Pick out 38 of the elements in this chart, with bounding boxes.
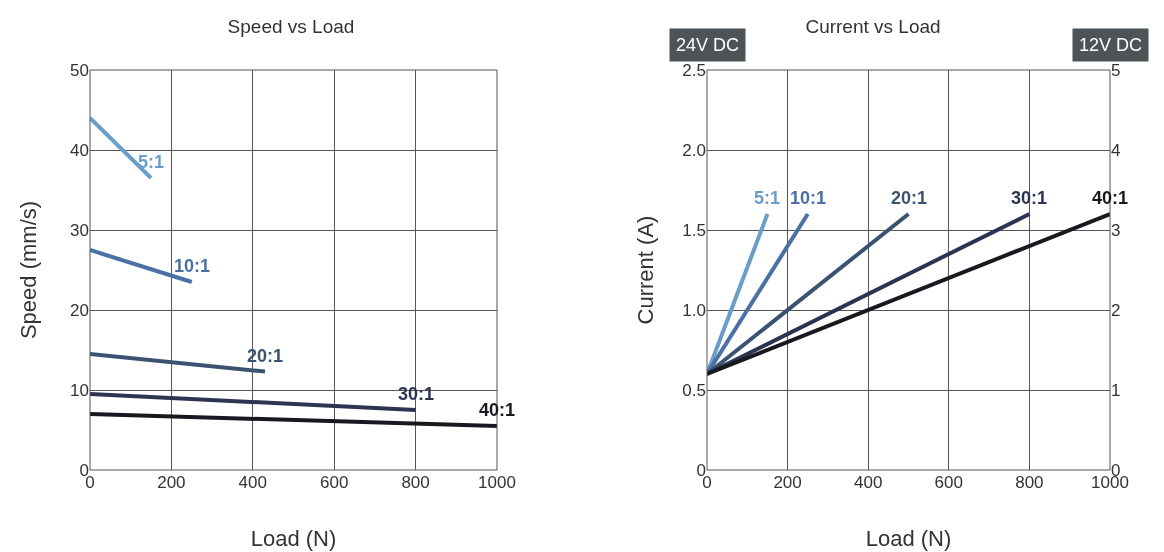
y-tick-label: 2.5 <box>682 60 706 80</box>
y-tick-label: 2.0 <box>682 140 706 160</box>
y-tick-label: 1.5 <box>682 220 706 240</box>
y2-tick-label: 4 <box>1111 140 1121 160</box>
y2-tick-label: 5 <box>1111 60 1121 80</box>
y2-tick-label: 2 <box>1111 300 1121 320</box>
x-tick-label: 600 <box>934 473 963 492</box>
x-axis-title: Load (N) <box>250 526 337 551</box>
y-tick-label: 1.0 <box>682 300 706 320</box>
text: 12V DC <box>1079 35 1143 55</box>
x-tick-label: 200 <box>157 473 186 492</box>
y-tick-label: 0.5 <box>682 380 706 400</box>
x-axis-title: Load (N) <box>865 526 952 551</box>
series-label: 10:1 <box>174 256 211 276</box>
series-label: 20:1 <box>891 188 928 208</box>
x-tick-label: 400 <box>238 473 267 492</box>
y-tick-label: 40 <box>70 140 89 160</box>
y-tick-label: 10 <box>70 380 89 400</box>
series-label: 40:1 <box>479 400 516 420</box>
y-tick-label: 30 <box>70 220 89 240</box>
y-axis-title: Speed (mm/s) <box>16 200 41 340</box>
series-label: 5:1 <box>754 188 781 208</box>
y2-tick-label: 3 <box>1111 220 1121 240</box>
y-tick-label: 20 <box>70 300 89 320</box>
x-tick-label: 600 <box>320 473 349 492</box>
y-axis-title: Current (A) <box>633 215 658 325</box>
y2-tick-label: 1 <box>1111 380 1121 400</box>
series-label: 40:1 <box>1092 188 1129 208</box>
y-tick-label: 50 <box>70 60 89 80</box>
x-tick-label: 800 <box>1015 473 1044 492</box>
text: 24V DC <box>676 35 740 55</box>
x-tick-label: 200 <box>773 473 802 492</box>
x-tick-label: 400 <box>854 473 883 492</box>
chart-title: Current vs Load <box>805 16 941 38</box>
series-label: 10:1 <box>790 188 827 208</box>
x-tick-label: 1000 <box>478 473 516 492</box>
x-tick-label: 800 <box>401 473 430 492</box>
chart-title: Speed vs Load <box>227 16 355 38</box>
